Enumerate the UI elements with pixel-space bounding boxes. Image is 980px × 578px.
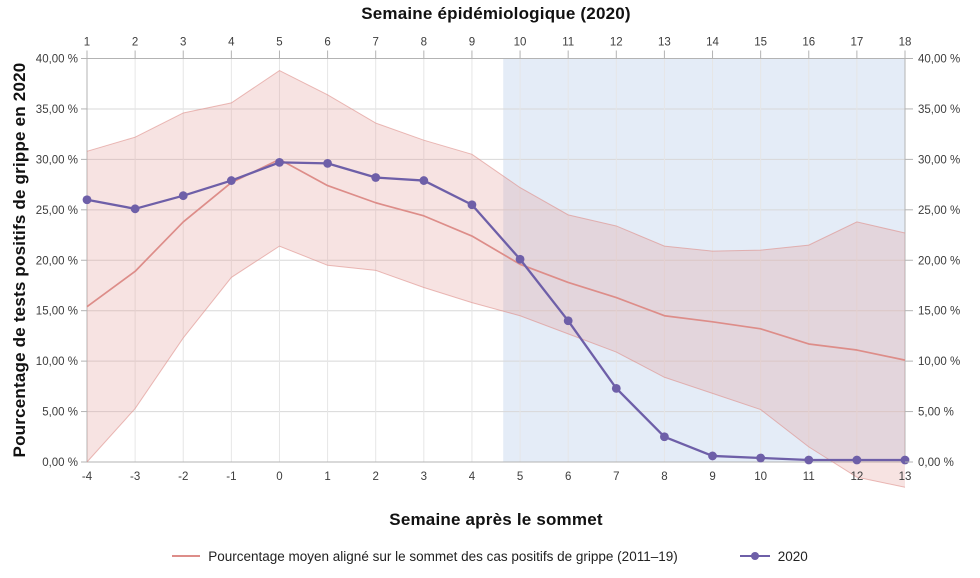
- y-tick-label-right: 40,00 %: [918, 54, 960, 66]
- bottom-tick-label: 5: [517, 471, 523, 483]
- series-2020-swatch-icon: [739, 552, 770, 560]
- y-tick-label-left: 5,00 %: [42, 407, 78, 419]
- top-tick-label: 18: [899, 37, 912, 49]
- top-tick-label: 4: [228, 37, 235, 49]
- y-tick-label-right: 5,00 %: [918, 407, 954, 419]
- top-tick-label: 7: [373, 37, 379, 49]
- y-tick-label-left: 25,00 %: [36, 205, 78, 217]
- bottom-tick-label: 8: [661, 471, 667, 483]
- bottom-tick-label: 1: [324, 471, 330, 483]
- y-tick-label-left: 15,00 %: [36, 306, 78, 318]
- bottom-tick-label: 9: [709, 471, 715, 483]
- data-point-2020[interactable]: [178, 191, 188, 201]
- data-point-2020[interactable]: [660, 432, 669, 442]
- mean-line-swatch-icon: [172, 555, 201, 557]
- series-2020-line: [86, 161, 905, 462]
- top-tick-label: 16: [802, 37, 815, 49]
- top-tick-label: 14: [706, 37, 719, 49]
- y-tick-label-right: 35,00 %: [918, 104, 960, 116]
- bottom-tick-label: -2: [178, 471, 188, 483]
- data-point-2020[interactable]: [467, 200, 477, 210]
- bottom-tick-label: 12: [850, 471, 863, 483]
- y-tick-label-right: 0,00 %: [918, 457, 954, 469]
- top-tick-label: 3: [180, 37, 186, 49]
- legend-item-2020: 2020: [739, 548, 808, 564]
- y-tick-label-left: 40,00 %: [36, 54, 78, 66]
- data-point-2020[interactable]: [900, 455, 910, 465]
- confidence-band-lower-edge: [86, 245, 906, 488]
- y-tick-label-left: 10,00 %: [36, 356, 78, 368]
- confidence-band: [87, 70, 905, 488]
- bottom-tick-label: 7: [613, 471, 619, 483]
- top-tick-label: 12: [610, 37, 623, 49]
- legend-label-2020: 2020: [777, 548, 808, 564]
- top-tick-label: 6: [324, 37, 330, 49]
- bottom-tick-label: 0: [276, 471, 282, 483]
- top-tick-label: 9: [469, 37, 475, 49]
- bottom-axis-title: Semaine après le sommet: [389, 510, 603, 529]
- y-tick-label-right: 20,00 %: [918, 255, 960, 267]
- y-tick-label-left: 35,00 %: [36, 104, 78, 116]
- bottom-tick-label: 4: [469, 471, 476, 483]
- data-point-2020[interactable]: [419, 176, 429, 185]
- bottom-tick-label: 11: [803, 471, 815, 483]
- bottom-tick-label: 13: [899, 471, 912, 483]
- y-tick-label-right: 15,00 %: [918, 306, 960, 318]
- y-tick-label-right: 10,00 %: [918, 356, 960, 368]
- y-tick-label-left: 20,00 %: [36, 255, 78, 267]
- bottom-tick-label: 6: [565, 471, 571, 483]
- data-point-2020[interactable]: [708, 451, 717, 461]
- data-point-2020[interactable]: [756, 453, 766, 463]
- confidence-band-upper-edge: [86, 70, 906, 252]
- bottom-tick-label: -4: [82, 471, 93, 483]
- bottom-tick-label: 2: [373, 471, 379, 483]
- data-point-2020[interactable]: [275, 158, 284, 167]
- top-tick-label: 13: [658, 37, 671, 49]
- y-tick-label-left: 0,00 %: [42, 457, 78, 469]
- data-point-2020[interactable]: [130, 204, 140, 214]
- legend-label-mean: Pourcentage moyen aligné sur le sommet d…: [208, 548, 678, 564]
- top-axis-title: Semaine épidémiologique (2020): [361, 4, 631, 23]
- top-tick-label: 8: [421, 37, 427, 49]
- data-point-2020[interactable]: [563, 316, 573, 326]
- y-tick-label-right: 25,00 %: [918, 205, 960, 217]
- mean-line-2011-19: [86, 158, 906, 361]
- legend: Pourcentage moyen aligné sur le sommet d…: [0, 544, 980, 568]
- data-point-2020[interactable]: [611, 383, 621, 393]
- data-point-2020[interactable]: [515, 254, 525, 264]
- top-tick-label: 11: [562, 37, 574, 49]
- top-tick-label: 1: [84, 37, 90, 49]
- legend-item-mean: Pourcentage moyen aligné sur le sommet d…: [172, 549, 678, 564]
- bottom-tick-label: -3: [130, 471, 140, 483]
- y-tick-label-left: 30,00 %: [36, 154, 78, 166]
- data-point-2020[interactable]: [82, 195, 92, 205]
- data-point-2020[interactable]: [852, 455, 862, 465]
- data-point-2020[interactable]: [226, 176, 236, 185]
- bottom-tick-label: 10: [754, 471, 767, 483]
- top-tick-label: 5: [276, 37, 282, 49]
- top-tick-label: 10: [514, 37, 527, 49]
- bottom-tick-label: 3: [421, 471, 427, 483]
- bottom-tick-label: -1: [226, 471, 236, 483]
- data-point-2020[interactable]: [804, 455, 814, 465]
- top-tick-label: 15: [754, 37, 767, 49]
- y-tick-label-right: 30,00 %: [918, 154, 960, 166]
- top-tick-label: 17: [850, 37, 863, 49]
- top-tick-label: 2: [132, 37, 138, 49]
- data-point-2020[interactable]: [323, 159, 332, 168]
- data-point-2020[interactable]: [371, 173, 381, 182]
